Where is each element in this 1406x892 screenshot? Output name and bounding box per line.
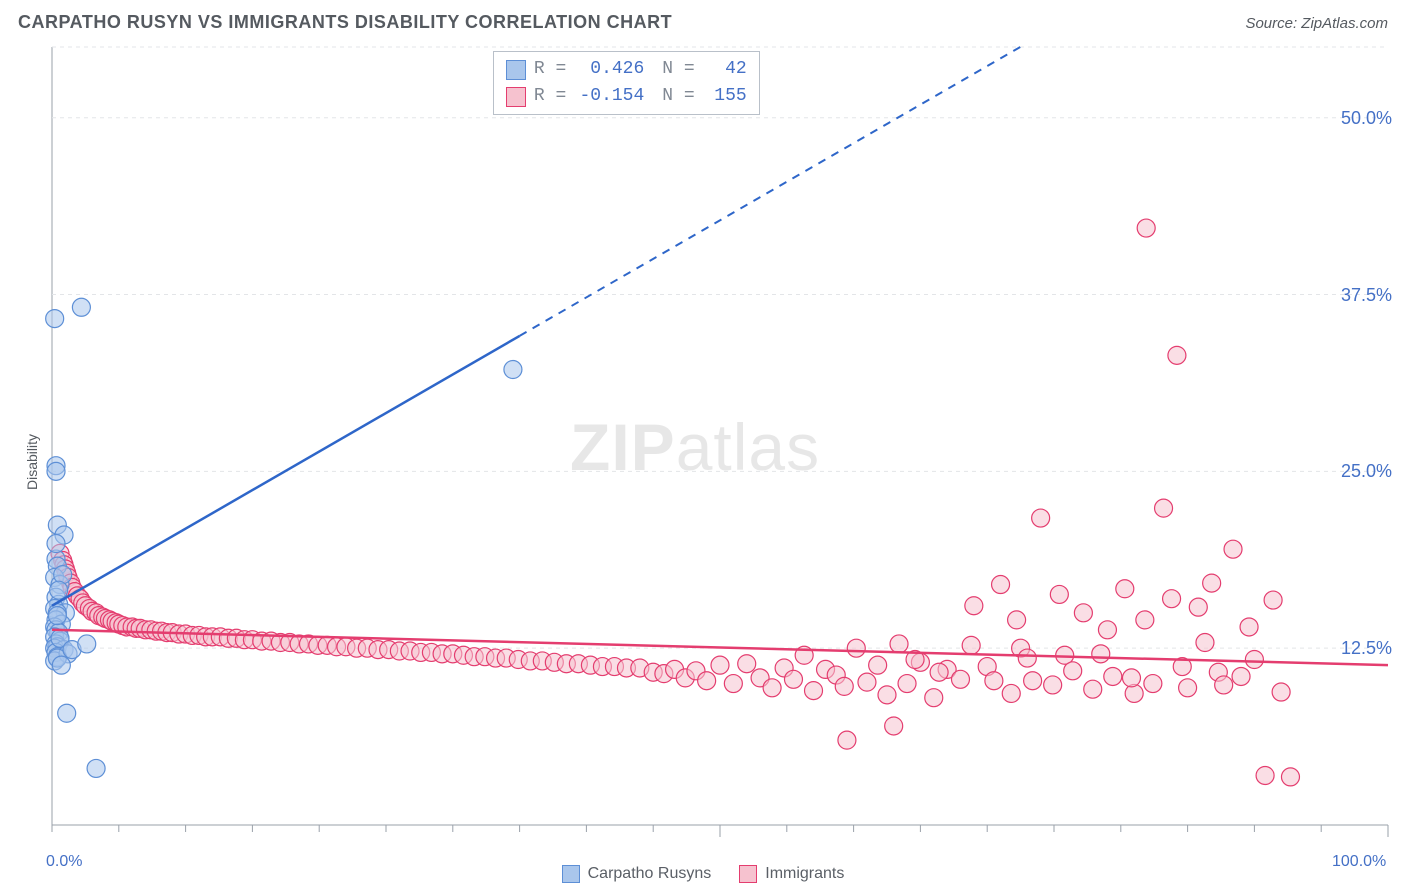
legend-label: Carpatho Rusyns <box>588 865 712 883</box>
chart-title: CARPATHO RUSYN VS IMMIGRANTS DISABILITY … <box>18 12 672 33</box>
source-attribution: Source: ZipAtlas.com <box>1245 15 1388 32</box>
stats-n-label: N = <box>662 83 694 110</box>
chart-header: CARPATHO RUSYN VS IMMIGRANTS DISABILITY … <box>0 0 1406 39</box>
stats-row: R = 0.426 N = 42 <box>506 56 747 83</box>
stats-r-label: R = <box>534 83 566 110</box>
legend-swatch-icon <box>739 865 757 883</box>
y-tick-label: 25.0% <box>1341 461 1392 482</box>
stats-swatch-icon <box>506 87 526 107</box>
stats-r-value: 0.426 <box>574 56 644 83</box>
chart-area: Disability ZIPatlas 12.5%25.0%37.5%50.0%… <box>0 39 1406 885</box>
y-tick-label: 50.0% <box>1341 108 1392 129</box>
stats-r-label: R = <box>534 56 566 83</box>
stats-n-value: 42 <box>703 56 747 83</box>
y-tick-label: 12.5% <box>1341 638 1392 659</box>
stats-n-label: N = <box>662 56 694 83</box>
series-legend: Carpatho Rusyns Immigrants <box>0 865 1406 883</box>
legend-item-carpatho: Carpatho Rusyns <box>562 865 712 883</box>
stats-n-value: 155 <box>703 83 747 110</box>
legend-swatch-icon <box>562 865 580 883</box>
y-tick-label: 37.5% <box>1341 285 1392 306</box>
stats-row: R = -0.154 N = 155 <box>506 83 747 110</box>
correlation-stats-box: R = 0.426 N = 42 R = -0.154 N = 155 <box>493 51 760 115</box>
stats-r-value: -0.154 <box>574 83 644 110</box>
stats-swatch-icon <box>506 60 526 80</box>
y-axis-label: Disability <box>24 434 40 490</box>
legend-label: Immigrants <box>765 865 844 883</box>
scatter-chart-svg <box>0 39 1406 839</box>
legend-item-immigrants: Immigrants <box>739 865 844 883</box>
